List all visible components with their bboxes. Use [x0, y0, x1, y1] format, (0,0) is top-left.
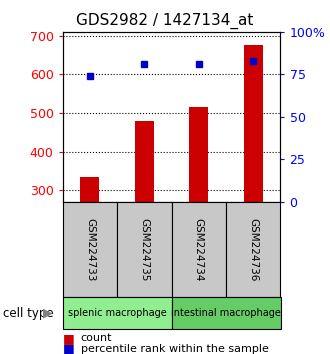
Text: ▶: ▶	[43, 307, 53, 320]
Text: count: count	[81, 333, 112, 343]
Text: GSM224734: GSM224734	[194, 218, 204, 281]
Bar	[81, 177, 99, 202]
Text: cell type: cell type	[3, 307, 54, 320]
Text: GSM224735: GSM224735	[139, 218, 149, 281]
Text: intestinal macrophage: intestinal macrophage	[171, 308, 281, 318]
Bar	[135, 121, 154, 202]
Bar	[189, 107, 208, 202]
Text: GDS2982 / 1427134_at: GDS2982 / 1427134_at	[76, 12, 254, 29]
Bar	[244, 45, 263, 202]
Text: percentile rank within the sample: percentile rank within the sample	[81, 344, 269, 354]
Text: GSM224736: GSM224736	[248, 218, 258, 281]
Text: GSM224733: GSM224733	[85, 218, 95, 281]
Text: ■: ■	[63, 332, 75, 344]
Text: ■: ■	[63, 342, 75, 354]
Text: splenic macrophage: splenic macrophage	[68, 308, 167, 318]
